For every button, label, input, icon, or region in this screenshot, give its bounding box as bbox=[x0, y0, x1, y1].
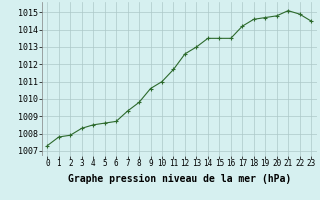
X-axis label: Graphe pression niveau de la mer (hPa): Graphe pression niveau de la mer (hPa) bbox=[68, 174, 291, 184]
